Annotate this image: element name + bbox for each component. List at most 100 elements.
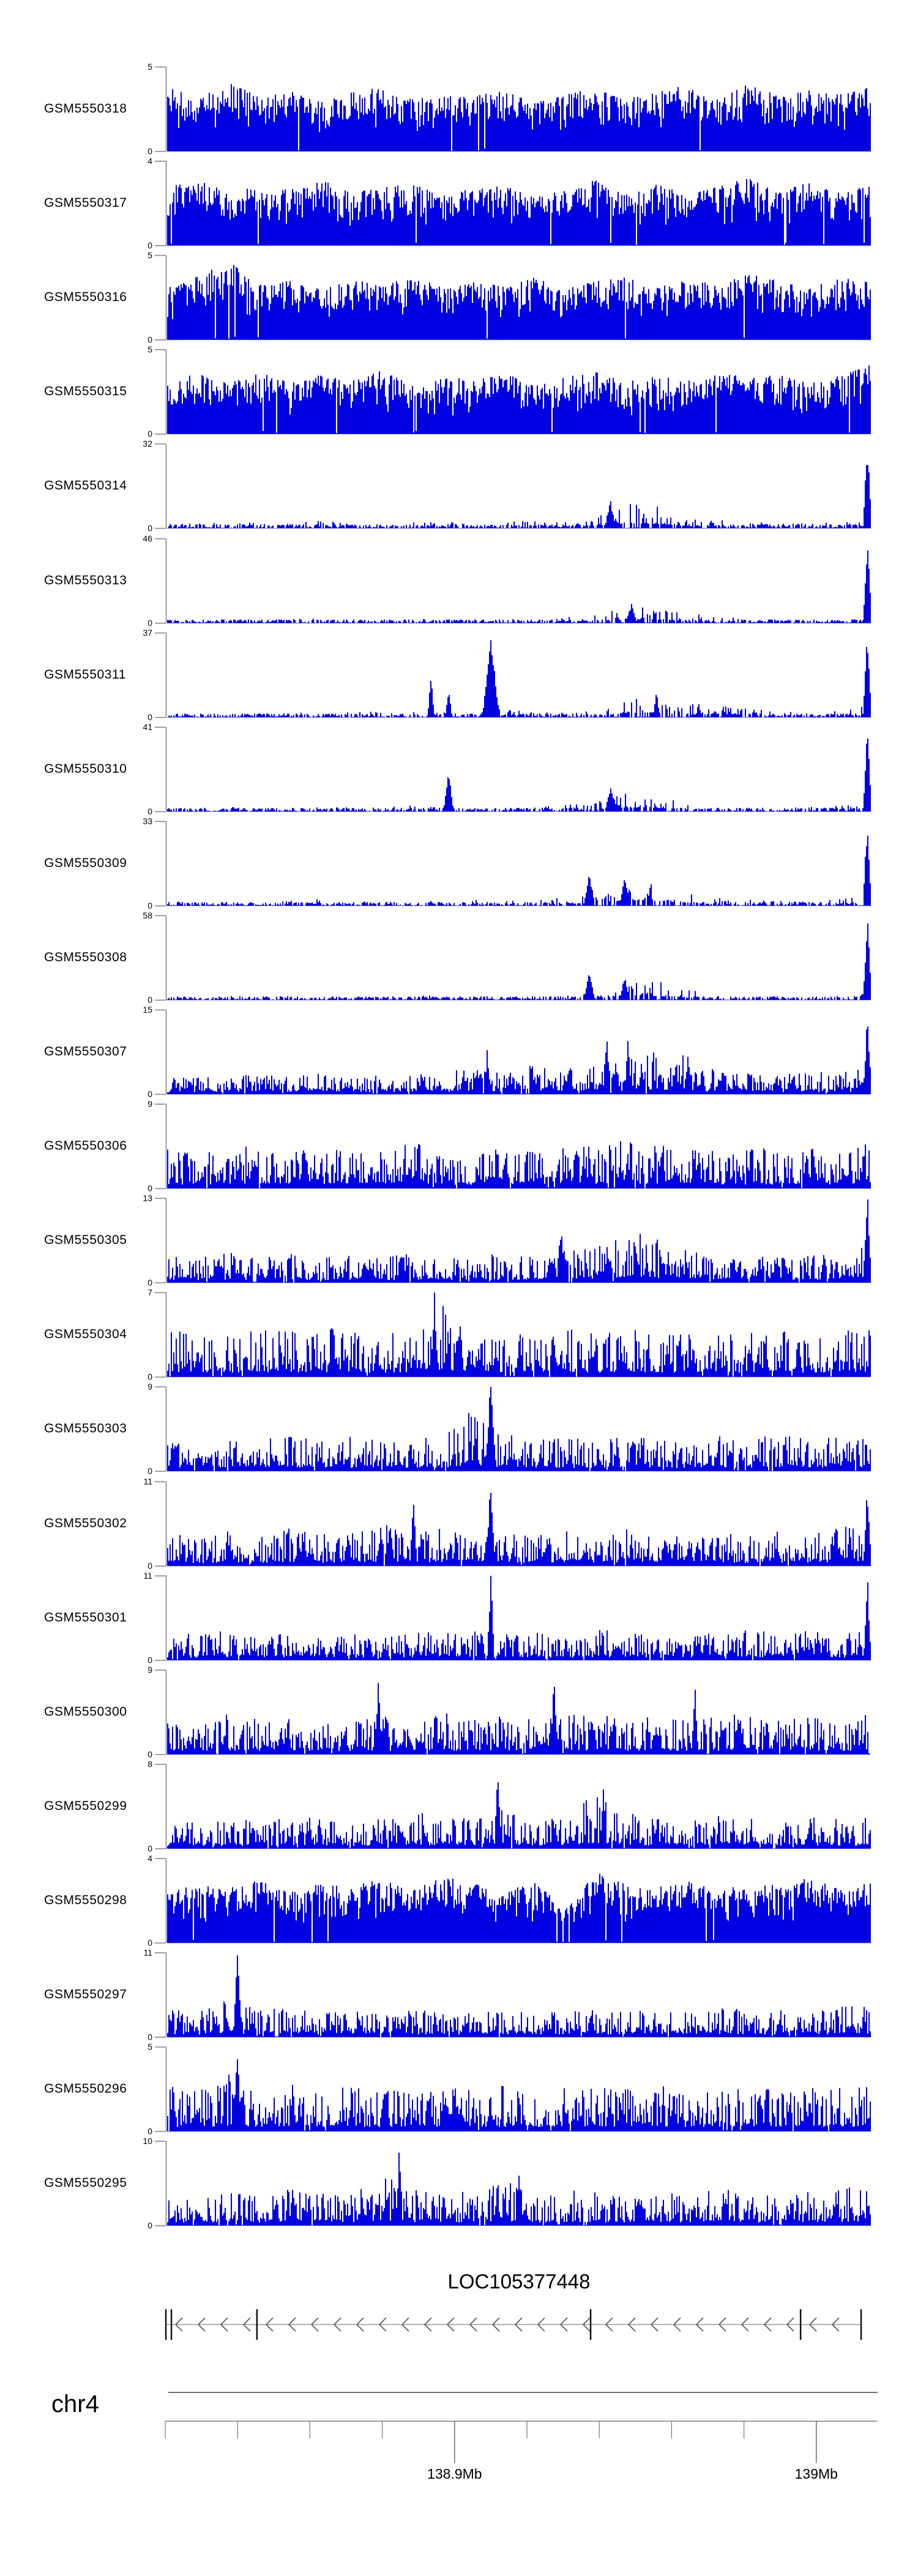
coverage-plot <box>155 349 871 435</box>
y-axis-zero-label: 0 <box>147 335 152 344</box>
coverage-track-row: GSM5550300 9 0 <box>0 1665 918 1759</box>
y-axis-max-label: 9 <box>147 1099 152 1109</box>
coverage-area <box>167 1387 871 1472</box>
coverage-area <box>167 550 871 624</box>
y-axis-max-label: 4 <box>147 1853 152 1863</box>
track-label: GSM5550318 <box>44 102 127 116</box>
coverage-track-row: GSM5550299 8 0 <box>0 1759 918 1853</box>
y-axis-max-label: 32 <box>143 439 152 449</box>
y-axis-zero-label: 0 <box>147 1278 152 1287</box>
track-label: GSM5550310 <box>44 762 127 776</box>
y-axis-zero-label: 0 <box>147 1183 152 1193</box>
y-axis-line <box>155 1481 167 1567</box>
y-axis-zero-label: 0 <box>147 1089 152 1099</box>
y-axis-zero-label: 0 <box>147 429 152 439</box>
y-axis-line <box>155 255 167 341</box>
coverage-track-row: GSM5550315 5 0 <box>0 344 918 439</box>
y-axis-line <box>155 1763 167 1850</box>
track-label: GSM5550304 <box>44 1327 127 1341</box>
track-label: GSM5550303 <box>44 1421 127 1435</box>
y-axis-zero-label: 0 <box>147 901 152 910</box>
y-axis-max-label: 4 <box>147 156 152 166</box>
track-label: GSM5550311 <box>44 668 127 682</box>
y-axis-zero-label: 0 <box>147 1655 152 1665</box>
y-axis-max-label: 41 <box>143 722 152 732</box>
y-axis-zero-label: 0 <box>147 1844 152 1853</box>
coverage-track-row: GSM5550310 41 0 <box>0 722 918 816</box>
y-axis-zero-label: 0 <box>147 240 152 250</box>
coverage-plot <box>155 1575 871 1661</box>
track-label: GSM5550298 <box>44 1893 127 1907</box>
y-axis-line <box>155 443 167 529</box>
y-axis-zero-label: 0 <box>147 1466 152 1476</box>
y-axis-zero-label: 0 <box>147 1749 152 1759</box>
coverage-area <box>167 84 871 152</box>
track-label: GSM5550296 <box>44 2082 127 2096</box>
coverage-area <box>167 2153 871 2226</box>
y-axis-max-label: 9 <box>147 1665 152 1675</box>
y-axis-max-label: 5 <box>147 62 152 72</box>
y-axis-line <box>155 66 167 152</box>
coverage-track-row: GSM5550309 33 0 <box>0 816 918 910</box>
coverage-plot <box>155 2140 871 2227</box>
y-axis-zero-label: 0 <box>147 1938 152 1948</box>
coverage-plot <box>155 1669 871 1755</box>
coverage-track-row: GSM5550303 9 0 <box>0 1382 918 1476</box>
y-axis-zero-label: 0 <box>147 806 152 816</box>
exon-mark <box>589 2309 592 2340</box>
y-axis-zero-label: 0 <box>147 1372 152 1382</box>
exon-mark <box>799 2309 802 2340</box>
track-label: GSM5550301 <box>44 1610 127 1625</box>
coverage-area <box>167 835 871 906</box>
y-axis-line <box>155 1386 167 1472</box>
coverage-track-row: GSM5550313 46 0 <box>0 534 918 628</box>
y-axis-line <box>155 1952 167 2038</box>
x-tick-label-right: 139Mb <box>794 2466 838 2482</box>
y-axis-zero-label: 0 <box>147 2126 152 2136</box>
coverage-plot <box>155 1292 871 1378</box>
y-axis-max-label: 46 <box>143 534 152 543</box>
y-axis-max-label: 8 <box>147 1759 152 1769</box>
coverage-area <box>167 1683 871 1755</box>
y-axis-max-label: 10 <box>143 2136 152 2146</box>
coverage-track-row: GSM5550301 11 0 <box>0 1571 918 1665</box>
coverage-plot <box>155 255 871 341</box>
y-axis-line <box>155 1858 167 1944</box>
track-label: GSM5550300 <box>44 1705 127 1719</box>
y-axis-line <box>155 915 167 1001</box>
coverage-area <box>167 1576 871 1661</box>
coverage-track-row: GSM5550298 4 0 <box>0 1853 918 1948</box>
y-axis-zero-label: 0 <box>147 2032 152 2042</box>
coverage-area <box>167 1292 871 1377</box>
coverage-plot <box>155 1952 871 2038</box>
coverage-area <box>167 923 871 1000</box>
coverage-plot <box>155 821 871 907</box>
coverage-area <box>167 1026 871 1095</box>
track-label: GSM5550313 <box>44 573 127 587</box>
coverage-track-row: GSM5550311 37 0 <box>0 628 918 722</box>
track-label: GSM5550302 <box>44 1516 127 1530</box>
coverage-plot <box>155 1481 871 1567</box>
coverage-area <box>167 2059 871 2132</box>
coverage-plot <box>155 443 871 529</box>
coverage-track-row: GSM5550314 32 0 <box>0 439 918 533</box>
track-label: GSM5550295 <box>44 2176 127 2190</box>
track-label: GSM5550297 <box>44 1987 127 2001</box>
minus-strand-chevrons-icon <box>174 2317 840 2332</box>
coverage-plot <box>155 1009 871 1095</box>
gene-and-ruler-annotation <box>165 2309 878 2463</box>
y-axis-max-label: 13 <box>143 1193 152 1203</box>
exon-mark <box>860 2309 862 2340</box>
coverage-plot <box>155 538 871 624</box>
y-axis-zero-label: 0 <box>147 618 152 628</box>
coverage-track-row: GSM5550296 5 0 <box>0 2042 918 2136</box>
coverage-track-row: GSM5550316 5 0 <box>0 250 918 344</box>
y-axis-line <box>155 1292 167 1378</box>
y-axis-zero-label: 0 <box>147 712 152 722</box>
y-axis-max-label: 11 <box>143 1571 152 1580</box>
y-axis-line <box>155 349 167 435</box>
coverage-plot <box>155 2046 871 2132</box>
coverage-area <box>167 1141 871 1189</box>
track-label: GSM5550308 <box>44 950 127 964</box>
coverage-track-row: GSM5550305 13 0 <box>0 1193 918 1287</box>
